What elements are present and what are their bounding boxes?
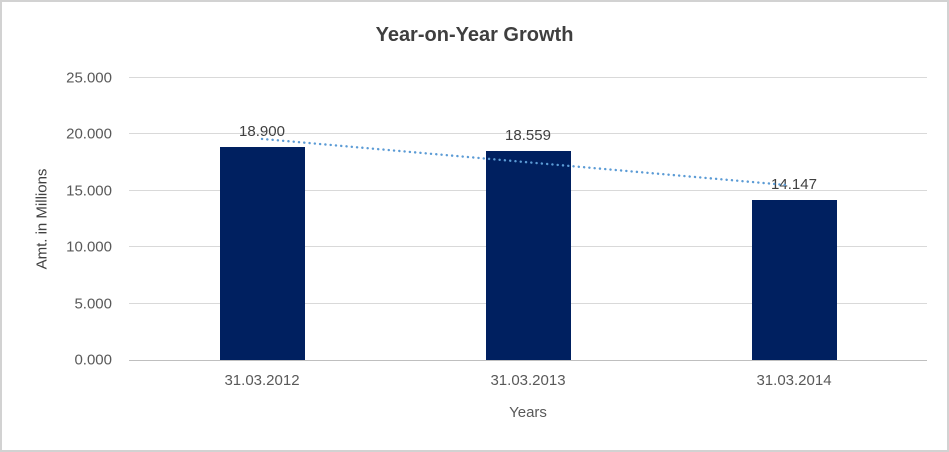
bar-value-label: 14.147 [771, 176, 817, 194]
bar [751, 200, 837, 360]
y-tick-label: 5.000 [74, 295, 112, 313]
gridline [129, 133, 927, 135]
bar-value-label: 18.559 [505, 126, 551, 144]
x-tick-label: 31.03.2013 [490, 372, 566, 389]
y-tick-label: 15.000 [66, 182, 112, 200]
x-axis-title: Years [509, 404, 547, 421]
gridline [129, 77, 927, 78]
y-tick-label: 25.000 [66, 69, 112, 87]
bar [219, 146, 305, 360]
plot-area [129, 77, 927, 361]
y-tick-label: 20.000 [66, 125, 112, 143]
bar-value-label: 18.900 [239, 122, 285, 140]
bar [485, 150, 571, 360]
x-tick-label: 31.03.2012 [224, 372, 300, 389]
x-axis-line [129, 360, 927, 361]
chart-title: Year-on-Year Growth [375, 24, 574, 46]
y-tick-label: 0.000 [74, 351, 112, 369]
y-tick-label: 10.000 [66, 238, 112, 256]
x-tick-label: 31.03.2014 [756, 372, 832, 389]
